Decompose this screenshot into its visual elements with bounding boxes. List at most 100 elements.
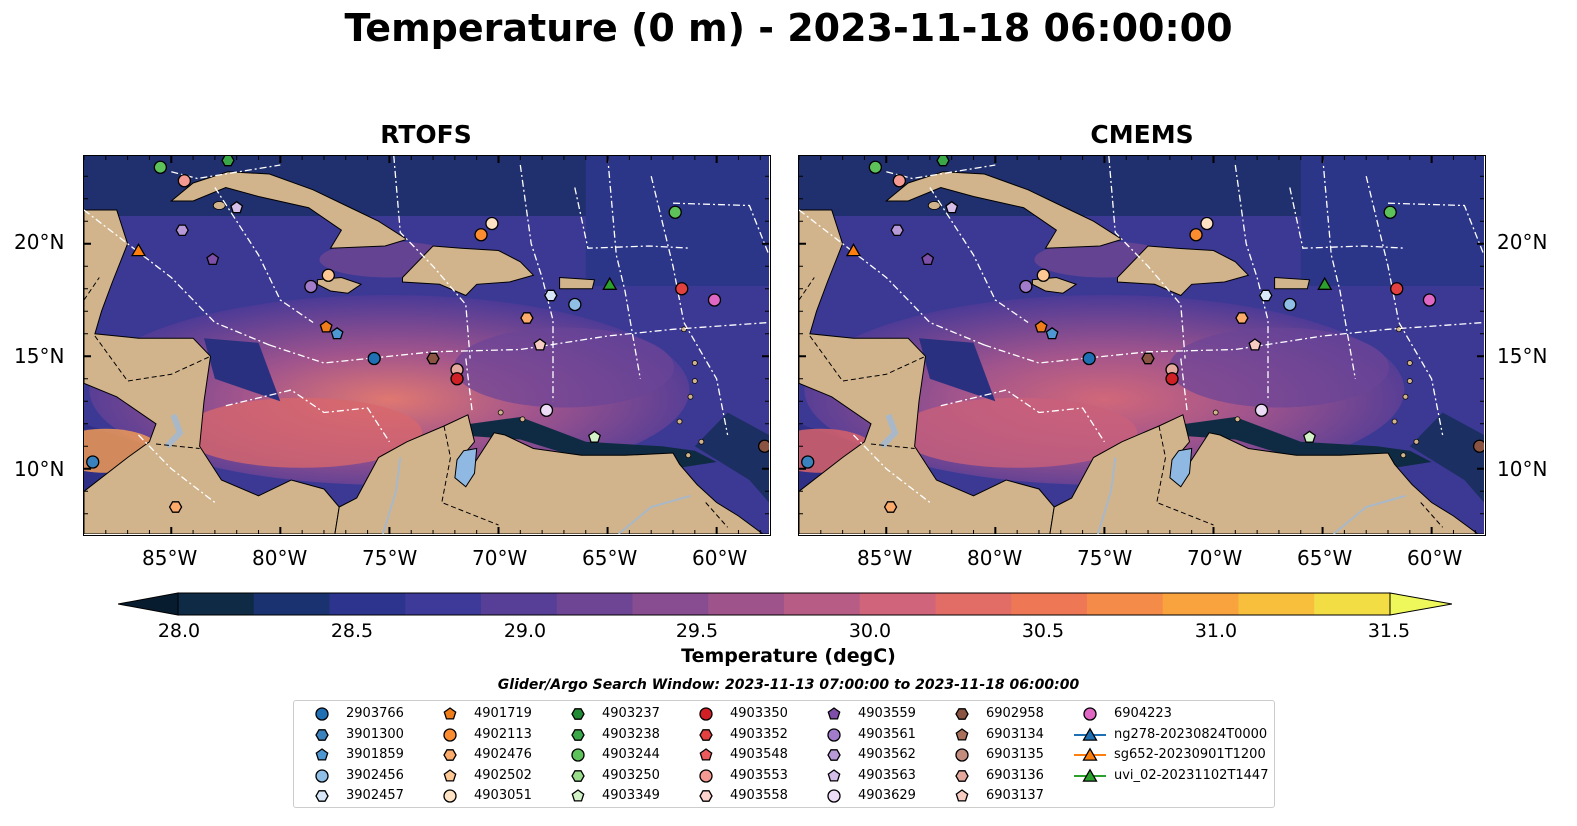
legend-marker-6903134[interactable] <box>955 727 969 741</box>
legend-marker-sg652-20230901T1200[interactable] <box>1082 747 1098 761</box>
platform-marker-3902456[interactable] <box>568 297 582 312</box>
legend-marker-4901719[interactable] <box>443 707 457 720</box>
legend: 2903766 3901300 3901859 3902456 3902457 49017… <box>293 700 1275 808</box>
platform-marker-4902502[interactable] <box>1036 268 1050 282</box>
legend-marker-4903051[interactable] <box>443 789 457 803</box>
legend-marker-6904223[interactable] <box>1083 707 1097 721</box>
map-cmems[interactable] <box>798 155 1486 536</box>
platform-marker-4903350[interactable] <box>450 372 464 386</box>
legend-marker-4903244[interactable] <box>571 748 585 762</box>
platform-marker-sg652-20230901T1200[interactable] <box>130 242 147 257</box>
platform-marker-6903137[interactable] <box>1248 338 1262 351</box>
legend-marker-4903237[interactable] <box>571 708 585 720</box>
legend-marker-4902476[interactable] <box>443 749 457 761</box>
legend-marker-4903250[interactable] <box>571 769 585 782</box>
platform-marker-3902456[interactable] <box>1283 297 1297 312</box>
platform-marker-4903352[interactable] <box>675 282 689 296</box>
legend-marker-3902456[interactable] <box>315 768 329 783</box>
platform-marker-4903244[interactable] <box>668 205 682 219</box>
platform-marker-3901300[interactable] <box>86 455 100 469</box>
legend-marker-4903238[interactable] <box>571 728 585 741</box>
map-rtofs[interactable] <box>83 155 771 536</box>
platform-marker-uvi_02-20231102T1447[interactable] <box>1317 276 1333 290</box>
legend-marker-4902113[interactable] <box>443 727 457 742</box>
platform-marker-4903350[interactable] <box>1165 372 1179 386</box>
platform-marker-4903051[interactable] <box>485 216 499 231</box>
legend-marker-4903559[interactable] <box>827 707 841 720</box>
platform-marker-4903244[interactable] <box>1383 205 1397 219</box>
platform-marker-6903137[interactable] <box>533 338 547 351</box>
platform-marker-6902958[interactable] <box>426 352 440 365</box>
platform-marker-6902958[interactable] <box>1472 439 1484 453</box>
platform-marker-4903562[interactable] <box>890 224 904 237</box>
platform-marker-4902476[interactable] <box>883 501 898 513</box>
platform-marker-4901719[interactable] <box>1034 320 1048 333</box>
platform-marker-4902476[interactable] <box>1235 312 1249 324</box>
platform-marker-4903559[interactable] <box>206 252 220 266</box>
legend-marker-ng278-20230824T0000[interactable] <box>1082 726 1098 741</box>
platform-marker-2903766[interactable] <box>367 351 381 366</box>
legend-marker-3901859[interactable] <box>315 748 329 761</box>
platform-marker-3901300[interactable] <box>801 455 815 469</box>
platform-marker-4902113[interactable] <box>474 228 488 242</box>
platform-marker-4903244[interactable] <box>868 160 883 174</box>
platform-marker-6904223[interactable] <box>707 293 722 307</box>
platform-marker-4903559[interactable] <box>921 252 935 266</box>
legend-marker-4903352[interactable] <box>699 728 713 741</box>
platform-marker-4902476[interactable] <box>168 501 183 513</box>
platform-marker-4903563[interactable] <box>945 200 959 214</box>
platform-marker-4903238[interactable] <box>221 156 235 167</box>
legend-marker-4903548[interactable] <box>699 748 713 761</box>
legend-marker-6903136[interactable] <box>955 769 969 782</box>
legend-marker-4903629[interactable] <box>827 789 841 803</box>
legend-marker-4902502[interactable] <box>443 768 457 782</box>
legend-marker-4903553[interactable] <box>699 768 713 783</box>
puerto-rico-land <box>1274 276 1311 290</box>
eez-boundary <box>269 321 769 364</box>
platform-marker-4901719[interactable] <box>319 320 333 333</box>
legend-marker-uvi_02-20231102T1447[interactable] <box>1082 767 1098 782</box>
platform-marker-4903553[interactable] <box>177 174 192 188</box>
platform-marker-uvi_02-20231102T1447[interactable] <box>602 276 618 290</box>
legend-marker-6903135[interactable] <box>955 748 969 762</box>
platform-marker-4903561[interactable] <box>1019 279 1033 294</box>
platform-marker-4902113[interactable] <box>1189 228 1203 242</box>
legend-marker-4903561[interactable] <box>827 727 841 742</box>
border <box>84 277 100 301</box>
platform-marker-4903562[interactable] <box>175 224 189 237</box>
legend-marker-4903558[interactable] <box>699 790 713 802</box>
platform-marker-4903051[interactable] <box>1200 216 1214 231</box>
legend-marker-3901300[interactable] <box>315 728 329 741</box>
platform-marker-6904223[interactable] <box>1422 293 1437 307</box>
legend-marker-4903562[interactable] <box>827 749 841 761</box>
platform-marker-sg652-20230901T1200[interactable] <box>845 242 862 257</box>
platform-marker-4903553[interactable] <box>892 174 907 188</box>
platform-marker-4903629[interactable] <box>1254 403 1269 417</box>
platform-marker-6902958[interactable] <box>1141 352 1155 365</box>
platform-marker-4903238[interactable] <box>936 156 950 167</box>
legend-marker-6903137[interactable] <box>955 789 969 802</box>
platform-marker-2903766[interactable] <box>1082 351 1096 366</box>
platform-marker-3901859[interactable] <box>1045 326 1059 340</box>
lon-label-70w-right: 70°W <box>1187 546 1243 570</box>
platform-marker-4903563[interactable] <box>230 200 244 214</box>
platform-marker-6902958[interactable] <box>757 439 769 453</box>
platform-marker-3902457[interactable] <box>544 289 558 302</box>
platform-marker-3902457[interactable] <box>1259 289 1273 302</box>
platform-marker-4903352[interactable] <box>1390 282 1404 296</box>
platform-marker-3901859[interactable] <box>330 326 344 340</box>
platform-marker-4902476[interactable] <box>520 312 534 324</box>
legend-marker-3902457[interactable] <box>315 790 329 802</box>
platform-marker-4903244[interactable] <box>153 160 168 174</box>
legend-marker-2903766[interactable] <box>315 707 329 721</box>
legend-marker-4903563[interactable] <box>827 768 841 782</box>
warm-anomaly <box>897 397 1138 468</box>
platform-marker-4903629[interactable] <box>539 403 554 417</box>
platform-marker-4903561[interactable] <box>304 279 318 294</box>
platform-marker-4903349[interactable] <box>588 430 601 443</box>
legend-marker-4903350[interactable] <box>699 707 713 721</box>
legend-marker-6902958[interactable] <box>955 708 969 720</box>
platform-marker-4902502[interactable] <box>321 268 335 282</box>
legend-marker-4903349[interactable] <box>571 789 585 802</box>
platform-marker-4903349[interactable] <box>1303 430 1316 443</box>
